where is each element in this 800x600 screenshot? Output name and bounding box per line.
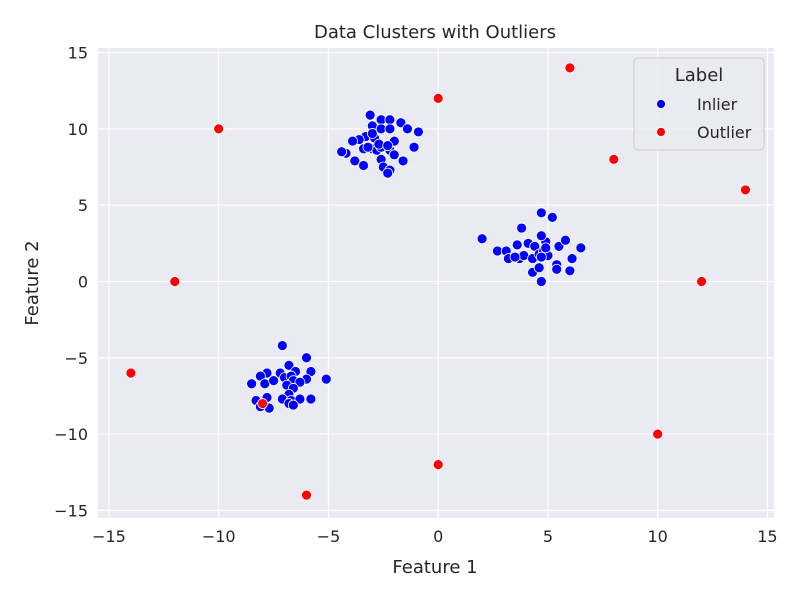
data-point-inlier xyxy=(384,114,396,126)
data-point-inlier xyxy=(546,211,558,223)
data-point-inlier xyxy=(305,393,317,405)
data-point-inlier xyxy=(384,123,396,135)
data-point-inlier xyxy=(540,242,552,254)
data-point-inlier xyxy=(402,123,413,135)
data-point-inlier xyxy=(276,340,288,351)
data-point-inlier xyxy=(397,155,409,167)
data-point-outlier xyxy=(301,489,312,501)
data-point-inlier xyxy=(373,138,385,150)
data-point-outlier xyxy=(169,276,181,287)
data-point-inlier xyxy=(509,251,521,263)
data-point-inlier xyxy=(382,167,394,179)
data-point-inlier xyxy=(294,376,306,388)
data-point-inlier xyxy=(362,141,374,153)
data-point-outlier xyxy=(652,428,664,440)
legend: Label Inlier Outlier xyxy=(633,57,765,151)
chart-title: Data Clusters with Outliers xyxy=(314,22,556,43)
legend-marker-outlier xyxy=(656,127,666,137)
data-point-inlier xyxy=(358,160,369,171)
legend-label-inlier: Inlier xyxy=(697,95,738,114)
data-point-inlier xyxy=(287,399,299,411)
data-point-inlier xyxy=(535,276,547,287)
x-tick-label: −15 xyxy=(92,527,126,546)
data-point-inlier xyxy=(566,253,578,264)
data-point-inlier xyxy=(283,360,295,371)
data-point-inlier xyxy=(294,393,306,405)
data-point-outlier xyxy=(213,123,225,135)
x-tick-label: −5 xyxy=(317,527,341,546)
data-point-outlier xyxy=(432,459,444,470)
data-point-inlier xyxy=(347,135,358,147)
data-point-outlier xyxy=(432,92,444,104)
y-tick-label: −10 xyxy=(54,425,88,444)
grid-lines xyxy=(98,48,774,518)
legend-label-outlier: Outlier xyxy=(697,123,752,142)
data-point-inlier xyxy=(551,263,563,275)
data-point-inlier xyxy=(366,128,378,139)
y-axis-title: Feature 2 xyxy=(22,240,43,325)
data-point-inlier xyxy=(511,239,523,251)
data-point-inlier xyxy=(320,373,332,385)
data-point-inlier xyxy=(535,251,547,263)
x-tick-label: 5 xyxy=(543,527,553,546)
data-point-outlier xyxy=(740,184,751,196)
x-tick-label: −10 xyxy=(202,527,236,546)
legend-title: Label xyxy=(675,65,724,86)
y-tick-label: 5 xyxy=(78,196,88,215)
y-tick-label: −5 xyxy=(64,349,88,368)
data-point-outlier xyxy=(608,153,620,165)
data-point-inlier xyxy=(535,207,547,219)
data-point-inlier xyxy=(516,222,527,234)
data-point-inlier xyxy=(246,378,258,390)
data-point-inlier xyxy=(413,126,424,138)
data-point-inlier xyxy=(388,149,400,161)
x-tick-label: 0 xyxy=(433,527,443,546)
y-tick-label: 15 xyxy=(68,44,88,63)
data-point-inlier xyxy=(476,233,488,245)
data-point-inlier xyxy=(564,265,576,277)
legend-box xyxy=(633,57,765,151)
x-axis-title: Feature 1 xyxy=(392,557,477,578)
data-points xyxy=(125,62,751,501)
y-tick-label: 0 xyxy=(78,272,88,291)
data-point-inlier xyxy=(364,109,376,121)
data-point-inlier xyxy=(560,234,571,246)
data-point-inlier xyxy=(395,117,407,129)
data-point-inlier xyxy=(408,141,420,153)
tick-labels: −15 −10 −5 0 5 10 15 −15 −10 −5 0 5 10 15 xyxy=(54,44,777,546)
data-point-outlier xyxy=(696,276,707,287)
x-tick-label: 10 xyxy=(647,527,667,546)
data-point-inlier xyxy=(349,155,361,167)
data-point-inlier xyxy=(268,375,279,387)
data-point-inlier xyxy=(382,140,394,152)
data-point-outlier xyxy=(125,367,137,379)
data-point-outlier xyxy=(564,62,576,74)
y-tick-label: −15 xyxy=(54,501,88,520)
data-point-outlier xyxy=(257,398,269,409)
data-point-inlier xyxy=(301,352,312,364)
data-point-inlier xyxy=(336,146,348,158)
data-point-inlier xyxy=(575,242,587,254)
x-tick-label: 15 xyxy=(757,527,777,546)
y-tick-label: 10 xyxy=(68,120,88,139)
legend-marker-inlier xyxy=(656,99,666,109)
data-point-inlier xyxy=(533,262,545,274)
data-point-inlier xyxy=(553,240,565,252)
data-point-inlier xyxy=(535,230,547,242)
